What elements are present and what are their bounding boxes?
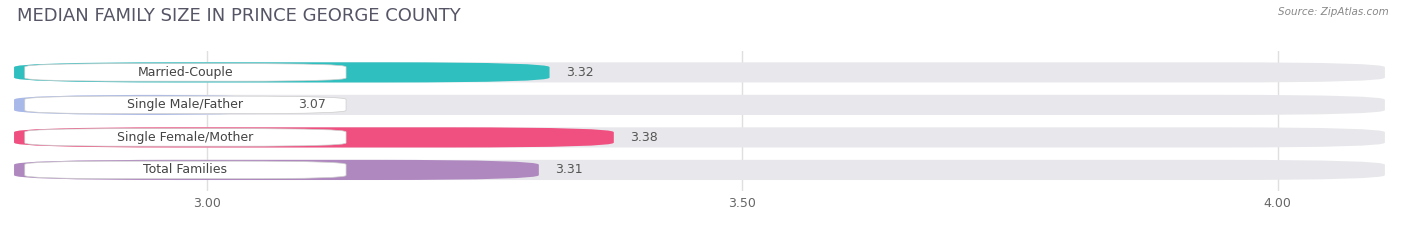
Text: Married-Couple: Married-Couple (138, 66, 233, 79)
Text: 3.32: 3.32 (565, 66, 593, 79)
Text: Single Female/Mother: Single Female/Mother (117, 131, 253, 144)
Text: 3.31: 3.31 (555, 163, 582, 176)
FancyBboxPatch shape (25, 129, 346, 146)
FancyBboxPatch shape (14, 95, 1385, 115)
Text: MEDIAN FAMILY SIZE IN PRINCE GEORGE COUNTY: MEDIAN FAMILY SIZE IN PRINCE GEORGE COUN… (17, 7, 461, 25)
Text: Single Male/Father: Single Male/Father (128, 98, 243, 111)
Text: Source: ZipAtlas.com: Source: ZipAtlas.com (1278, 7, 1389, 17)
FancyBboxPatch shape (14, 127, 1385, 147)
FancyBboxPatch shape (14, 127, 614, 147)
FancyBboxPatch shape (25, 161, 346, 179)
Text: 3.38: 3.38 (630, 131, 658, 144)
Text: 3.07: 3.07 (298, 98, 326, 111)
Text: Total Families: Total Families (143, 163, 228, 176)
FancyBboxPatch shape (14, 160, 538, 180)
FancyBboxPatch shape (25, 96, 346, 114)
FancyBboxPatch shape (14, 62, 550, 82)
FancyBboxPatch shape (25, 64, 346, 81)
FancyBboxPatch shape (14, 95, 281, 115)
FancyBboxPatch shape (14, 62, 1385, 82)
FancyBboxPatch shape (14, 160, 1385, 180)
